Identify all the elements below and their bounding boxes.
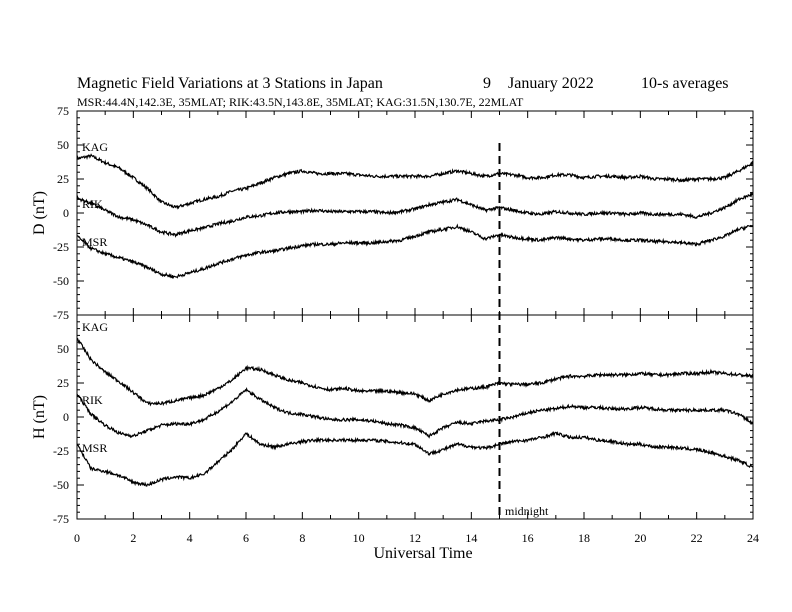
panel-frame xyxy=(76,110,754,316)
series-label-kag: KAG xyxy=(82,140,108,154)
series-line-msr xyxy=(76,430,754,487)
series-line-rik xyxy=(76,387,754,439)
y-tick-label: 50 xyxy=(57,138,69,152)
y-tick-label: 75 xyxy=(57,104,69,118)
y-tick-label: 50 xyxy=(57,342,69,356)
chart-date-month-year: January 2022 xyxy=(508,75,594,92)
chart-title: Magnetic Field Variations at 3 Stations … xyxy=(77,75,383,92)
x-tick-label: 2 xyxy=(130,531,136,545)
series-label-msr: MSR xyxy=(82,441,107,455)
x-tick-label: 22 xyxy=(691,531,703,545)
y-tick-label: 25 xyxy=(57,172,69,186)
chart-date-day: 9 xyxy=(483,75,491,92)
series-line-kag xyxy=(76,337,754,407)
x-tick-label: 8 xyxy=(299,531,305,545)
y-tick-label: -50 xyxy=(53,478,69,492)
y-tick-label: -75 xyxy=(53,308,69,322)
series-line-kag xyxy=(76,153,754,210)
x-tick-label: 12 xyxy=(409,531,421,545)
x-tick-label: 20 xyxy=(634,531,646,545)
panel-frame xyxy=(76,314,754,520)
y-axis-label: H (nT) xyxy=(31,395,48,439)
x-tick-label: 14 xyxy=(465,531,477,545)
chart-subtitle: MSR:44.4N,142.3E, 35MLAT; RIK:43.5N,143.… xyxy=(77,95,524,109)
series-label-rik: RIK xyxy=(82,197,103,211)
x-tick-label: 18 xyxy=(578,531,590,545)
y-tick-label: -50 xyxy=(53,274,69,288)
series-label-msr: MSR xyxy=(82,235,107,249)
series-line-rik xyxy=(76,191,754,238)
y-tick-label: -25 xyxy=(53,240,69,254)
y-tick-label: -75 xyxy=(53,512,69,526)
x-tick-label: 10 xyxy=(353,531,365,545)
x-tick-label: 16 xyxy=(522,531,534,545)
y-tick-label: 0 xyxy=(63,410,69,424)
y-tick-label: 0 xyxy=(63,206,69,220)
x-tick-label: 4 xyxy=(187,531,193,545)
midnight-label: midnight xyxy=(505,504,549,518)
y-axis-label: D (nT) xyxy=(31,191,48,235)
x-tick-label: 24 xyxy=(747,531,759,545)
series-label-rik: RIK xyxy=(82,393,103,407)
series-line-msr xyxy=(76,223,754,280)
plot-area: 75 50 25 0 -25 -50 -75 D (nT) KAG RIK MSR 50 25 0 -25 -… xyxy=(31,104,759,545)
series-label-kag: KAG xyxy=(82,320,108,334)
y-tick-label: -25 xyxy=(53,444,69,458)
y-tick-label: 25 xyxy=(57,376,69,390)
x-axis-label: Universal Time xyxy=(373,545,472,562)
x-tick-label: 0 xyxy=(74,531,80,545)
chart-averaging: 10-s averages xyxy=(641,75,729,92)
x-tick-label: 6 xyxy=(243,531,249,545)
